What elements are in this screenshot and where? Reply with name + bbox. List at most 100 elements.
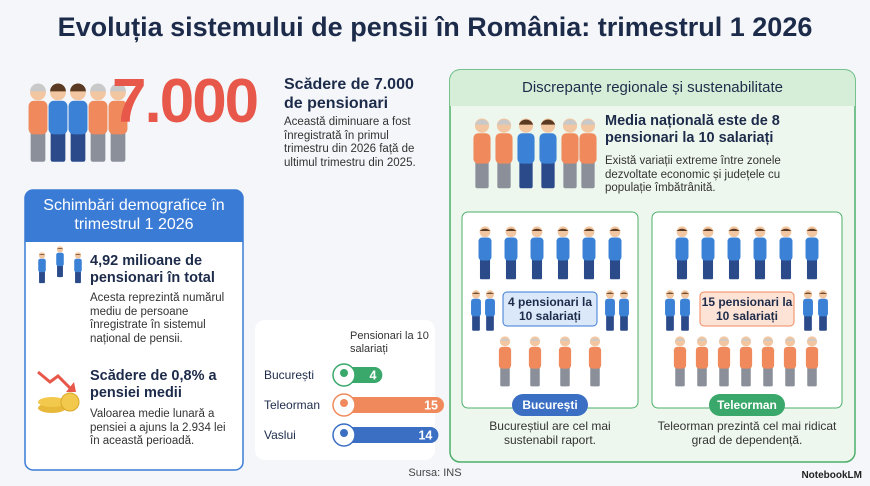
- person-legs: [560, 365, 570, 387]
- regional-header: [450, 70, 855, 106]
- regional-text: Există variații extreme între zonele dez…: [605, 155, 781, 194]
- person-body: [779, 237, 793, 261]
- panel-label: Teleorman: [717, 398, 777, 412]
- person-legs: [39, 270, 45, 284]
- person-hair: [803, 292, 813, 294]
- brand: NotebookLM: [801, 470, 862, 481]
- person-legs: [541, 159, 555, 189]
- person-legs: [30, 130, 46, 162]
- person-legs: [780, 257, 792, 280]
- person-hair: [110, 83, 126, 92]
- person-body: [517, 133, 535, 164]
- person-hair: [518, 119, 534, 125]
- person-legs: [75, 270, 81, 284]
- person-body: [695, 346, 709, 369]
- person-hair: [580, 119, 596, 125]
- person-head: [609, 226, 621, 238]
- person-body: [675, 237, 689, 261]
- person-hair: [56, 248, 64, 249]
- person-body: [473, 133, 491, 164]
- person-legs: [728, 257, 740, 280]
- person-hair: [562, 119, 578, 125]
- person-head: [740, 336, 752, 347]
- person-legs: [479, 257, 491, 280]
- person-legs: [57, 264, 63, 278]
- chart-header: Pensionari la 10 salariați: [350, 330, 429, 355]
- person-hair: [557, 228, 569, 232]
- person-legs: [486, 314, 494, 331]
- demographics-header: [25, 190, 243, 242]
- person-head: [702, 226, 714, 238]
- person-head: [589, 336, 601, 347]
- person-hair: [762, 338, 774, 341]
- person-legs: [676, 257, 688, 280]
- person-legs: [819, 314, 827, 331]
- person-head: [38, 252, 46, 259]
- label-pill: [709, 394, 785, 416]
- category-label: Teleorman: [264, 398, 320, 412]
- panel-label: București: [522, 398, 578, 412]
- person-hair: [806, 228, 818, 232]
- person-legs: [763, 365, 773, 387]
- person-hair: [471, 292, 481, 294]
- bar: [336, 397, 444, 413]
- person-head: [806, 336, 818, 347]
- person-hair: [780, 228, 792, 232]
- item-text: Valoarea medie lunară a pensiei a ajuns …: [90, 408, 226, 447]
- person-body: [108, 100, 128, 135]
- person-hair: [499, 338, 511, 341]
- person-body: [582, 237, 596, 261]
- person-legs: [804, 314, 812, 331]
- person-body: [605, 298, 615, 317]
- category-label: București: [264, 368, 314, 382]
- person-head: [471, 290, 481, 299]
- person-legs: [666, 314, 674, 331]
- person-body: [88, 100, 108, 135]
- arrow-head: [66, 382, 76, 392]
- person-body: [701, 237, 715, 261]
- person-legs: [472, 314, 480, 331]
- person-legs: [807, 365, 817, 387]
- person-hair: [609, 228, 621, 232]
- category-label: Vaslui: [264, 428, 296, 442]
- highlight-heading: Scădere de 7.000 de pensionari: [284, 76, 414, 112]
- trend-arrow: [37, 370, 74, 392]
- person-body: [478, 237, 492, 261]
- person-legs: [719, 365, 729, 387]
- person-body: [818, 298, 828, 317]
- person-head: [531, 226, 543, 238]
- person-head: [74, 252, 82, 259]
- person-head: [718, 336, 730, 347]
- panel-ratio: 15 pensionari la 10 salariați: [701, 295, 793, 323]
- regional-title: Discrepanțe regionale și sustenabilitate: [522, 79, 783, 96]
- coin: [60, 392, 80, 412]
- person-hair: [605, 292, 615, 294]
- source: Sursa: INS: [408, 467, 462, 479]
- person-legs: [606, 314, 614, 331]
- person-legs: [110, 130, 126, 162]
- person-hair: [30, 83, 46, 92]
- chart-card: [255, 320, 435, 460]
- person-head: [557, 226, 569, 238]
- person-legs: [500, 365, 510, 387]
- person-hair: [619, 292, 629, 294]
- person-head: [676, 226, 688, 238]
- person-head: [784, 336, 796, 347]
- person-legs: [609, 257, 621, 280]
- person-body: [74, 258, 82, 273]
- person-hair: [702, 228, 714, 232]
- person-head: [56, 246, 64, 253]
- panel-caption: Bucureștiul are cel mai sustenabil rapor…: [489, 419, 611, 447]
- person-body: [619, 298, 629, 317]
- person-body: [38, 258, 46, 273]
- highlight-number: 7.000: [112, 67, 259, 136]
- person-legs: [581, 159, 595, 189]
- person-legs: [530, 365, 540, 387]
- person-hair: [540, 119, 556, 125]
- person-head: [665, 290, 675, 299]
- bar-icon-head: [340, 399, 348, 407]
- person-body: [485, 298, 495, 317]
- person-hair: [740, 338, 752, 341]
- person-legs: [505, 257, 517, 280]
